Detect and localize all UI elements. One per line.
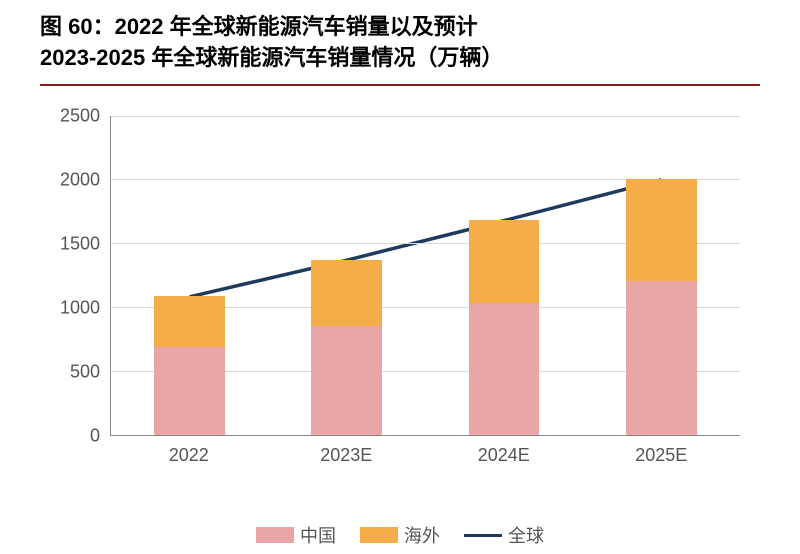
y-tick-label: 500 — [40, 361, 100, 382]
chart-title: 图 60：2022 年全球新能源汽车销量以及预计 2023-2025 年全球新能… — [0, 0, 800, 82]
bar-segment-overseas — [154, 296, 225, 346]
legend-item-china: 中国 — [256, 522, 336, 548]
legend-swatch-overseas — [360, 527, 398, 543]
y-tick-label: 1000 — [40, 297, 100, 318]
bar-segment-china — [311, 326, 382, 434]
legend-label-china: 中国 — [300, 522, 336, 548]
legend: 中国 海外 全球 — [0, 522, 800, 548]
plot-area — [110, 116, 740, 436]
x-tick-label: 2025E — [635, 445, 687, 466]
bar-segment-china — [469, 303, 540, 434]
legend-label-overseas: 海外 — [404, 522, 440, 548]
y-tick-label: 2000 — [40, 169, 100, 190]
x-tick-label: 2023E — [320, 445, 372, 466]
legend-swatch-global — [464, 534, 502, 537]
chart-title-line1: 图 60：2022 年全球新能源汽车销量以及预计 — [40, 12, 760, 43]
legend-item-global: 全球 — [464, 522, 544, 548]
y-tick-label: 1500 — [40, 233, 100, 254]
legend-item-overseas: 海外 — [360, 522, 440, 548]
legend-label-global: 全球 — [508, 522, 544, 548]
bar-group — [311, 260, 382, 435]
y-tick-label: 2500 — [40, 105, 100, 126]
chart-title-line2: 2023-2025 年全球新能源汽车销量情况（万辆） — [40, 43, 760, 74]
bar-segment-overseas — [311, 260, 382, 326]
legend-swatch-china — [256, 527, 294, 543]
x-tick-label: 2022 — [169, 445, 209, 466]
bar-segment-overseas — [469, 220, 540, 303]
chart-area: 0 500 1000 1500 2000 2500 2022 2023E 2024E 2025E — [40, 106, 760, 486]
bar-segment-overseas — [626, 179, 697, 281]
bar-segment-china — [154, 347, 225, 435]
title-underline — [40, 84, 760, 86]
figure-container: 图 60：2022 年全球新能源汽车销量以及预计 2023-2025 年全球新能… — [0, 0, 800, 554]
bar-group — [469, 220, 540, 434]
bar-segment-china — [626, 281, 697, 434]
y-tick-label: 0 — [40, 425, 100, 446]
x-tick-label: 2024E — [478, 445, 530, 466]
bar-group — [154, 296, 225, 434]
bar-group — [626, 179, 697, 434]
gridline — [111, 116, 740, 117]
